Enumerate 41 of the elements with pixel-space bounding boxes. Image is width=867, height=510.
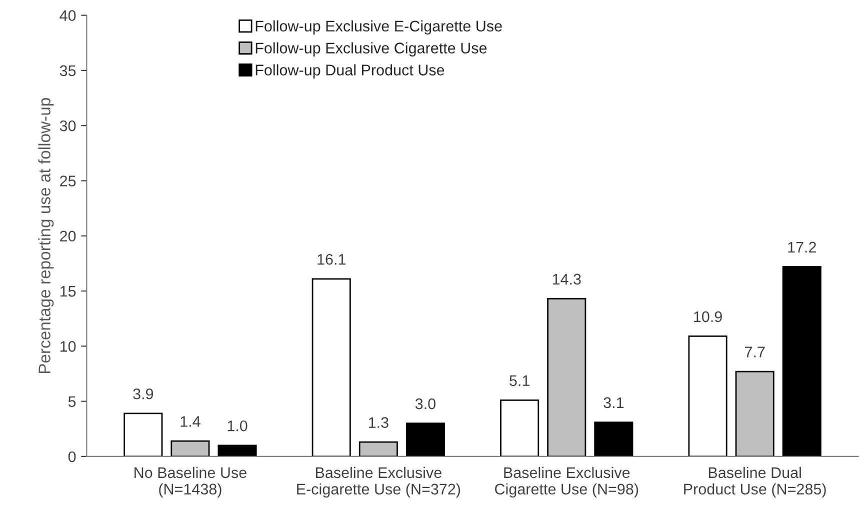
data-label: 3.0 — [415, 398, 436, 410]
y-tick-label: 30 — [60, 120, 76, 132]
data-label: 14.3 — [552, 274, 581, 285]
x-tick-label: Baseline Exclusive Cigarette Use (N=98) — [495, 466, 638, 498]
y-tick-label: 5 — [68, 396, 76, 407]
bar — [312, 278, 351, 456]
legend-label: Follow-up Exclusive Cigarette Use — [256, 42, 487, 57]
bar — [124, 412, 163, 456]
x-tick-label: Baseline Exclusive E-cigarette Use (N=372) — [297, 466, 460, 498]
y-tick-label: 15 — [60, 286, 76, 297]
y-tick-label: 25 — [60, 176, 76, 186]
x-tick-label: No Baseline Use (N=1438) — [134, 466, 246, 498]
y-axis-title: Percentage reporting use at follow-up — [38, 98, 54, 374]
legend-label: Follow-up Dual Product Use — [256, 64, 444, 78]
bar — [735, 370, 774, 456]
data-label: 1.4 — [180, 416, 200, 427]
bar — [358, 441, 398, 456]
bar — [218, 444, 257, 456]
y-tick-label: 40 — [60, 10, 76, 21]
data-label: 1.3 — [368, 417, 388, 428]
data-label: 5.1 — [510, 375, 530, 386]
legend-label: Follow-up Exclusive E-Cigarette Use — [256, 20, 502, 35]
bar — [500, 400, 540, 456]
bar — [688, 336, 728, 456]
bar — [594, 422, 634, 456]
data-label: 17.2 — [788, 242, 816, 252]
data-label: 16.1 — [318, 254, 346, 265]
y-tick-label: 0 — [68, 451, 76, 462]
bar — [782, 266, 822, 456]
data-label: 7.7 — [744, 346, 765, 358]
bar — [406, 422, 445, 456]
y-tick-label: 35 — [60, 65, 76, 76]
data-label: 3.1 — [604, 397, 624, 408]
y-tick-label: 20 — [60, 230, 76, 242]
x-tick-label: Baseline Dual Product Use (N=285) — [684, 466, 826, 498]
data-label: 3.9 — [133, 388, 154, 400]
data-label: 10.9 — [694, 311, 722, 322]
y-tick-label: 10 — [60, 341, 76, 352]
bar — [547, 298, 586, 456]
bar — [170, 440, 210, 456]
data-label: 1.0 — [228, 420, 248, 432]
